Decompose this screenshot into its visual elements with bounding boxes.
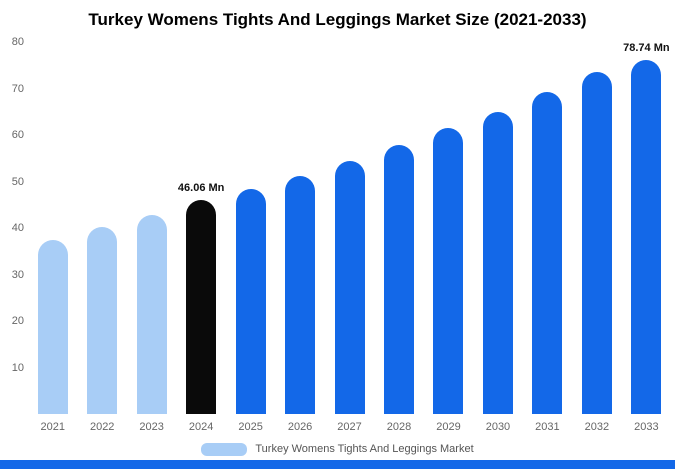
bar-2030 xyxy=(482,112,513,414)
bar-2028 xyxy=(384,145,415,414)
bar-column-2022: 2022 xyxy=(77,42,126,438)
y-tick-80: 80 xyxy=(11,36,24,48)
bar-column-2028: 2028 xyxy=(374,42,423,438)
bar-2022 xyxy=(87,227,118,414)
bar-column-2027: 2027 xyxy=(325,42,374,438)
data-label-2024: 46.06 Mn xyxy=(177,182,225,194)
bar-column-2033: 78.74 Mn 2033 xyxy=(622,42,671,438)
bar-2024 xyxy=(186,200,217,414)
x-label-2030: 2030 xyxy=(485,421,511,433)
bar-2021 xyxy=(37,240,68,414)
y-tick-10: 10 xyxy=(11,362,24,374)
bar-column-2025: 2025 xyxy=(226,42,275,438)
footer-accent-bar xyxy=(0,460,675,469)
x-label-2029: 2029 xyxy=(436,421,461,433)
y-tick-40: 40 xyxy=(11,222,24,234)
bar-column-2023: 2023 xyxy=(127,42,176,438)
x-label-2024: 2024 xyxy=(188,421,214,433)
chart-area: 10 20 30 40 50 60 70 80 2021 2022 2023 46.06 Mn 202… xyxy=(0,36,671,438)
x-label-2026: 2026 xyxy=(287,421,313,433)
x-label-2028: 2028 xyxy=(386,421,412,433)
bar-column-2021: 2021 xyxy=(28,42,77,438)
x-label-2027: 2027 xyxy=(337,421,362,433)
y-tick-30: 30 xyxy=(11,269,24,281)
bar-column-2029: 2029 xyxy=(424,42,473,438)
x-label-2031: 2031 xyxy=(535,421,560,433)
y-tick-70: 70 xyxy=(11,83,24,95)
bar-column-2030: 2030 xyxy=(473,42,522,438)
x-label-2032: 2032 xyxy=(584,421,610,433)
y-tick-60: 60 xyxy=(11,129,24,141)
bar-2027 xyxy=(334,161,365,414)
bar-2026 xyxy=(285,176,316,414)
bar-2032 xyxy=(581,72,612,414)
x-label-2022: 2022 xyxy=(89,421,115,433)
bar-column-2032: 2032 xyxy=(572,42,621,438)
y-axis: 10 20 30 40 50 60 70 80 xyxy=(0,36,26,414)
y-tick-50: 50 xyxy=(11,176,24,188)
bar-column-2026: 2026 xyxy=(275,42,324,438)
legend: Turkey Womens Tights And Leggings Market xyxy=(0,438,675,460)
chart-title: Turkey Womens Tights And Leggings Market… xyxy=(88,10,587,29)
x-label-2025: 2025 xyxy=(238,421,263,433)
x-label-2023: 2023 xyxy=(139,421,164,433)
bar-2023 xyxy=(136,215,167,414)
bar-2025 xyxy=(235,189,266,414)
plot-area: 2021 2022 2023 46.06 Mn 2024 2025 2026 2027 2028… xyxy=(28,42,671,438)
legend-label: Turkey Womens Tights And Leggings Market xyxy=(255,443,474,455)
bar-column-2024: 46.06 Mn 2024 xyxy=(176,42,225,438)
bar-2033 xyxy=(631,60,662,414)
x-label-2021: 2021 xyxy=(40,421,65,433)
bar-2029 xyxy=(433,128,464,414)
data-label-2033: 78.74 Mn xyxy=(623,42,670,54)
bar-2031 xyxy=(532,92,563,414)
bar-column-2031: 2031 xyxy=(523,42,572,438)
x-label-2033: 2033 xyxy=(634,421,659,433)
legend-swatch xyxy=(201,442,248,456)
y-tick-20: 20 xyxy=(11,315,24,327)
